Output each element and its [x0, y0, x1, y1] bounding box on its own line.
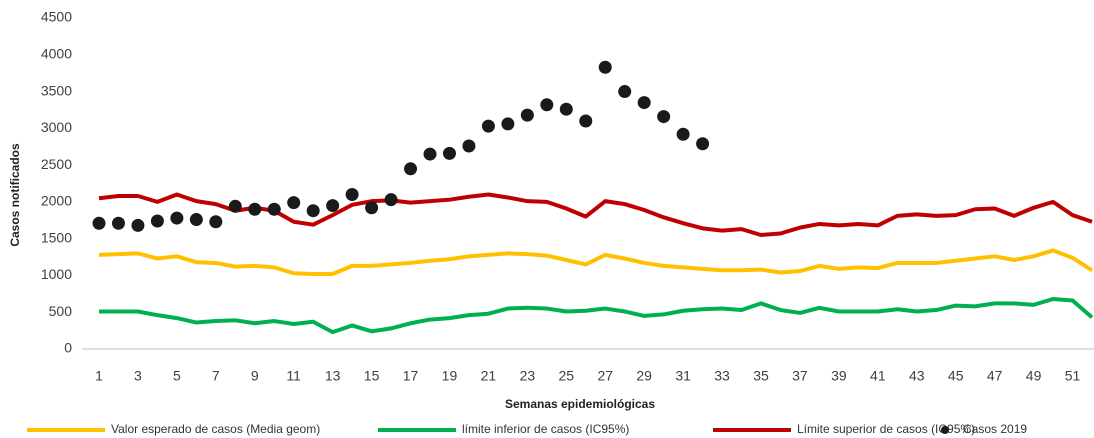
y-tick-label: 2000	[41, 193, 72, 209]
legend-label: Casos 2019	[963, 422, 1027, 436]
x-tick-label: 15	[364, 368, 380, 384]
x-tick-label: 41	[870, 368, 886, 384]
data-point	[209, 215, 223, 229]
data-point	[384, 193, 398, 207]
data-point	[696, 137, 710, 151]
y-tick-label: 1000	[41, 266, 72, 282]
x-tick-label: 9	[251, 368, 259, 384]
data-point	[481, 119, 495, 133]
x-tick-label: 25	[559, 368, 575, 384]
x-tick-label: 19	[442, 368, 458, 384]
legend-label: Límite superior de casos (IC95%)	[797, 422, 975, 436]
x-tick-label: 11	[286, 368, 301, 384]
data-point	[462, 139, 476, 153]
x-axis-title: Semanas epidemiológicas	[505, 397, 655, 411]
data-point	[442, 146, 456, 160]
data-point	[111, 216, 125, 230]
data-point	[228, 199, 242, 213]
y-tick-label: 2500	[41, 156, 72, 172]
x-tick-label: 1	[95, 368, 103, 384]
data-point	[170, 211, 184, 225]
legend-label: límite inferior de casos (IC95%)	[462, 422, 629, 436]
x-tick-label: 37	[792, 368, 808, 384]
data-point	[326, 199, 340, 213]
x-tick-label: 17	[403, 368, 419, 384]
x-tick-label: 49	[1026, 368, 1042, 384]
legend-marker	[941, 426, 949, 434]
y-tick-label: 500	[49, 303, 73, 319]
data-point	[306, 204, 320, 218]
data-point	[189, 213, 203, 227]
data-point	[637, 96, 651, 110]
x-tick-label: 33	[714, 368, 730, 384]
x-tick-label: 7	[212, 368, 220, 384]
series-line	[99, 296, 1094, 335]
x-tick-label: 35	[753, 368, 769, 384]
x-tick-label: 45	[948, 368, 964, 384]
data-point	[365, 201, 379, 215]
y-tick-label: 1500	[41, 229, 72, 245]
y-tick-label: 3000	[41, 119, 72, 135]
data-point	[559, 102, 573, 116]
data-point	[579, 114, 593, 128]
data-point	[598, 60, 612, 74]
x-tick-label: 21	[481, 368, 497, 384]
data-point	[92, 216, 106, 230]
data-point	[540, 98, 554, 112]
series-line	[98, 192, 1093, 237]
data-point	[501, 117, 515, 131]
data-point	[267, 202, 281, 216]
data-point	[423, 147, 437, 161]
data-point	[657, 110, 671, 124]
x-tick-label: 39	[831, 368, 847, 384]
x-tick-label: 27	[597, 368, 613, 384]
data-point	[150, 214, 164, 228]
x-tick-label: 31	[675, 368, 691, 384]
x-tick-label: 5	[173, 368, 181, 384]
data-point	[248, 202, 262, 216]
x-tick-label: 23	[520, 368, 536, 384]
y-tick-label: 0	[64, 340, 72, 356]
y-tick-label: 3500	[41, 82, 72, 98]
x-tick-label: 47	[987, 368, 1003, 384]
x-tick-label: 3	[134, 368, 142, 384]
data-point	[520, 108, 534, 122]
series-line	[98, 248, 1094, 276]
y-tick-label: 4000	[41, 45, 72, 61]
x-tick-label: 43	[909, 368, 925, 384]
x-tick-label: 13	[325, 368, 341, 384]
data-point	[404, 162, 418, 176]
data-point	[345, 188, 359, 202]
x-tick-label: 29	[636, 368, 652, 384]
data-point	[618, 85, 632, 99]
data-point	[676, 127, 690, 141]
legend-label: Valor esperado de casos (Media geom)	[111, 422, 320, 436]
y-tick-label: 4500	[41, 9, 72, 25]
x-tick-label: 51	[1065, 368, 1081, 384]
data-point	[287, 196, 301, 210]
y-axis-title: Casos notificados	[8, 143, 22, 247]
data-point	[131, 218, 145, 232]
